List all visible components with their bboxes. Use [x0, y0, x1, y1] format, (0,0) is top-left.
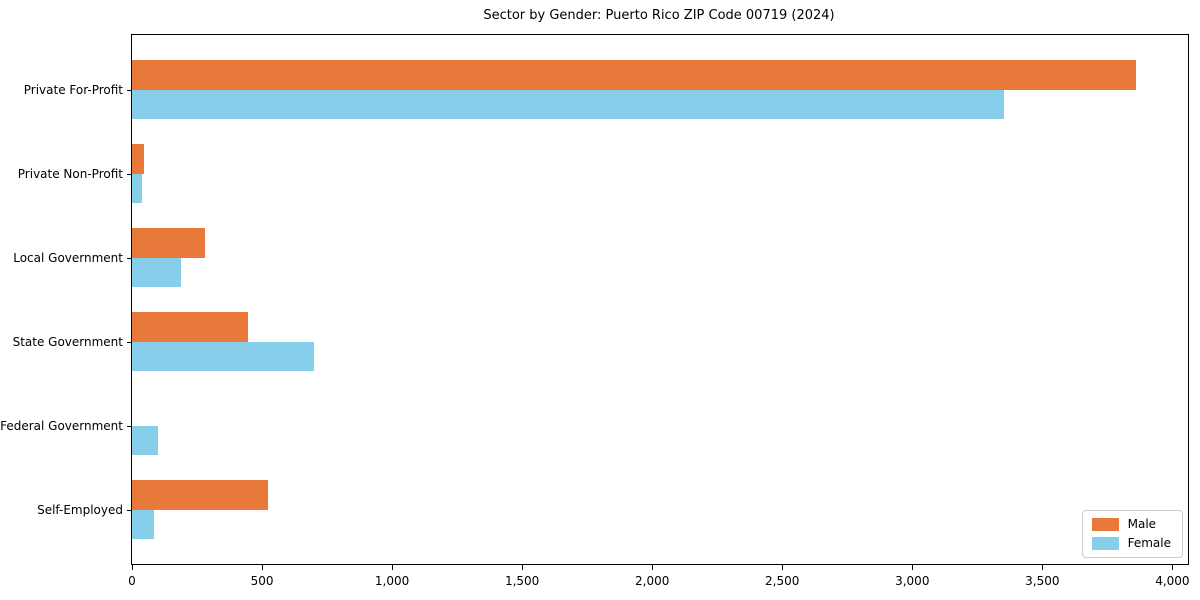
x-tick-3500	[1042, 565, 1044, 570]
bar-male-state-government	[132, 312, 248, 342]
x-label-3000: 3,000	[895, 574, 930, 588]
y-label-federal-government: Federal Government	[0, 418, 123, 433]
y-tick-local-government	[127, 257, 132, 259]
chart-title: Sector by Gender: Puerto Rico ZIP Code 0…	[483, 8, 835, 23]
x-label-2000: 2,000	[635, 574, 670, 588]
legend-label-male: Male	[1127, 517, 1157, 531]
bar-female-federal-government	[132, 425, 159, 455]
x-label-0: 0	[128, 574, 136, 588]
legend-item-female: Female	[1091, 536, 1171, 550]
x-label-1500: 1,500	[504, 574, 540, 588]
bar-male-private-for-profit	[132, 60, 1136, 90]
x-label-500: 500	[250, 574, 274, 588]
legend-item-male: Male	[1091, 517, 1171, 531]
x-tick-1500	[522, 565, 524, 570]
x-tick-500	[262, 565, 264, 570]
x-tick-0	[132, 565, 133, 570]
y-label-self-employed: Self-Employed	[37, 502, 123, 517]
y-tick-private-for-profit	[127, 89, 132, 91]
x-tick-2500	[782, 565, 784, 570]
bar-female-private-for-profit	[132, 89, 1005, 119]
x-label-3500: 3,500	[1025, 574, 1060, 588]
bar-female-state-government	[132, 341, 314, 371]
y-tick-state-government	[127, 341, 132, 343]
legend: Male Female	[1081, 510, 1183, 558]
female-series-swatch	[1091, 537, 1119, 550]
y-tick-self-employed	[127, 509, 132, 511]
x-tick-4000	[1172, 565, 1174, 570]
male-series-swatch	[1091, 518, 1119, 531]
x-tick-1000	[392, 565, 394, 570]
x-label-2500: 2,500	[765, 574, 800, 588]
x-tick-2000	[652, 565, 654, 570]
bar-male-self-employed	[132, 480, 268, 510]
bar-male-local-government	[132, 228, 206, 258]
y-label-private-non-profit: Private Non-Profit	[17, 166, 123, 181]
bar-female-private-non-profit	[132, 173, 142, 203]
bar-female-self-employed	[132, 509, 155, 539]
y-label-state-government: State Government	[12, 334, 123, 349]
legend-label-female: Female	[1127, 536, 1171, 550]
y-tick-federal-government	[127, 425, 132, 427]
x-label-4000: 4,000	[1155, 574, 1190, 588]
y-tick-private-non-profit	[127, 173, 132, 175]
bar-female-local-government	[132, 257, 182, 287]
y-label-local-government: Local Government	[13, 250, 123, 265]
plot-area: Private For-Profit Private Non-Profit Loca…	[0, 34, 1190, 588]
x-label-1000: 1,000	[374, 574, 410, 588]
bar-male-private-non-profit	[132, 144, 144, 174]
x-tick-3000	[912, 565, 914, 570]
y-label-private-for-profit: Private For-Profit	[23, 82, 123, 97]
